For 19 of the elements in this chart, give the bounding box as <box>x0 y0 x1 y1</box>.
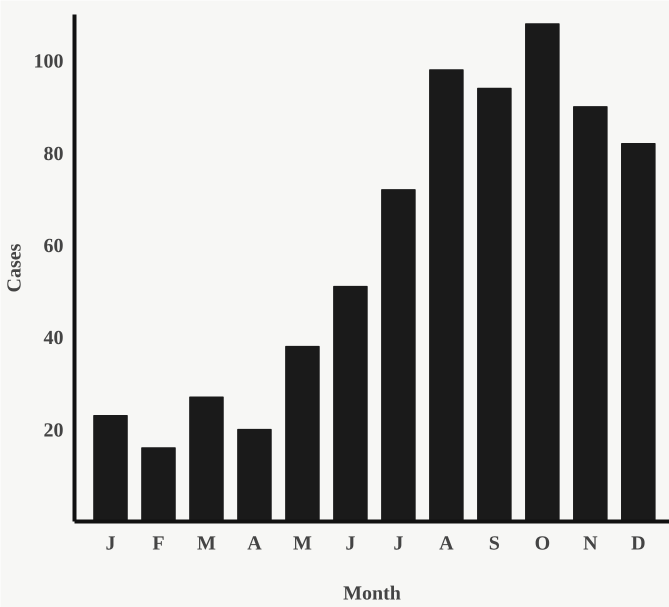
y-tick-label: 80 <box>44 142 64 165</box>
y-tick-label: 40 <box>44 327 64 350</box>
y-tick-label: 20 <box>44 419 64 442</box>
y-tick-label: 60 <box>44 234 64 257</box>
y-axis-title: Cases <box>4 243 26 292</box>
x-tick-label: J <box>345 532 356 554</box>
x-tick-label: D <box>631 532 646 554</box>
x-tick-label: S <box>488 532 500 554</box>
x-tick-label: J <box>393 532 404 554</box>
x-tick-label: F <box>152 532 165 554</box>
y-tick-label: 100 <box>34 50 64 73</box>
x-axis-title: Month <box>343 582 401 604</box>
x-tick-label: M <box>292 532 312 554</box>
x-tick-label: A <box>247 532 262 554</box>
x-tick-label: J <box>105 532 116 554</box>
x-tick-label: N <box>583 532 598 554</box>
x-tick-label: M <box>197 532 216 554</box>
x-tick-label: O <box>534 532 550 554</box>
x-tick-label: A <box>439 532 454 554</box>
